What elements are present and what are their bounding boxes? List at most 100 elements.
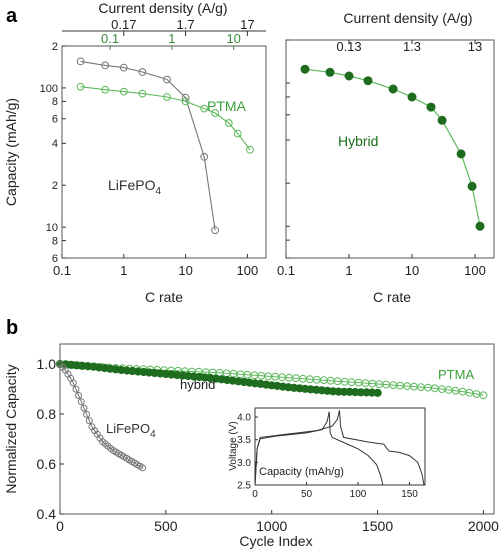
a-left-x-tick-label: 0.1	[53, 263, 71, 278]
a-left-point-lifepo4	[119, 63, 128, 72]
a-left-x-tick-label: 100	[237, 263, 259, 278]
b-inset-y-ticks: 2.5 3.0 3.5 4.0	[237, 413, 258, 492]
b-inset-curve-2	[254, 410, 425, 486]
a-right-top-tick-label: 13	[468, 39, 482, 54]
a-left-annotation-lifepo4: LiFePO4	[108, 177, 161, 197]
b-point-lifepo4	[75, 392, 83, 399]
a-left-series-line-lifepo4	[80, 60, 216, 231]
b-point-lifepo4	[77, 398, 85, 406]
b-inset-y-tick-label: 2.5	[237, 481, 251, 492]
a-left-point-lifepo4	[200, 152, 209, 161]
b-x-tick-label: 500	[154, 518, 178, 534]
b-x-ticks: 0 500 1000 1500 2000	[56, 510, 499, 534]
panel-b: 0 500 1000 1500 2000 0.40.60.81.0 Cycle Inde…	[3, 343, 499, 549]
a-left-point-ptma	[200, 104, 209, 113]
b-inset-curve-1	[254, 411, 384, 486]
a-left-x-axis-label: C rate	[145, 289, 183, 305]
b-y-tick-label: 0.4	[37, 506, 57, 522]
b-series-line-lifepo4	[59, 363, 143, 469]
a-left-top-ticks-green: 0.1 1 10	[101, 31, 241, 50]
a-left-top-tick-label: 0.17	[111, 17, 136, 32]
b-inset-x-tick-label: 50	[301, 489, 313, 500]
a-right-x-tick-label: 1	[345, 263, 352, 278]
panel-a-right: Current density (A/g) 0.13 1.3 13 0.1 1 10 10…	[277, 10, 495, 305]
a-right-y-ticks	[286, 39, 290, 259]
b-inset-y-axis-label: Voltage (V)	[228, 421, 239, 470]
a-right-point-hybrid	[300, 64, 310, 74]
a-right-series	[300, 64, 485, 231]
b-x-axis-label: Cycle Index	[239, 533, 312, 549]
b-y-tick-label: 0.8	[37, 406, 57, 422]
a-left-y-tick-label: 4	[52, 138, 58, 150]
a-left-point-lifepo4	[138, 68, 147, 76]
b-inset-x-tick-label: 150	[401, 489, 418, 500]
a-left-top-green-tick-label: 10	[226, 31, 240, 46]
b-y-tick-label: 1.0	[37, 356, 57, 372]
a-right-top-tick-label: 0.13	[336, 39, 361, 54]
b-point-lifepo4	[83, 410, 91, 418]
a-left-point-ptma	[119, 87, 128, 96]
a-right-point-hybrid	[437, 115, 447, 125]
b-x-tick-label: 1000	[256, 518, 287, 534]
b-plot-frame	[59, 343, 495, 515]
a-left-y-axis-label: Capacity (mAh/g)	[3, 98, 19, 206]
a-left-top-tick-label: 1.7	[177, 17, 195, 32]
b-point-lifepo4	[139, 464, 147, 472]
a-right-point-hybrid	[363, 76, 373, 86]
panel-label-b: b	[6, 317, 18, 339]
b-y-axis-label: Normalized Capacity	[3, 364, 19, 493]
a-right-point-hybrid	[388, 84, 398, 94]
a-left-y-tick-label: 2	[52, 41, 58, 53]
a-left-point-ptma	[138, 89, 147, 98]
a-right-top-axis-label: Current density (A/g)	[343, 10, 472, 26]
b-point-lifepo4	[69, 379, 77, 387]
a-right-x-tick-label: 10	[405, 263, 419, 278]
a-left-y-tick-label: 6	[52, 114, 58, 126]
a-right-top-ticks: 0.13 1.3 13	[336, 39, 482, 54]
a-right-annotation-hybrid: Hybrid	[338, 133, 378, 149]
a-right-x-axis-label: C rate	[373, 289, 411, 305]
a-right-top-tick-label: 1.3	[403, 39, 421, 54]
a-left-point-lifepo4	[163, 75, 171, 84]
b-x-tick-label: 1500	[362, 518, 393, 534]
a-left-y-tick-label: 8	[52, 96, 58, 108]
b-annotation-ptma: PTMA	[438, 367, 474, 382]
a-right-point-hybrid	[344, 71, 354, 81]
a-left-y-tick-label: 6	[52, 253, 58, 265]
b-inset: 0 50 100 150 2.53.03.54.0 Capacity (mAh/g) …	[228, 407, 426, 500]
b-inset-series	[254, 410, 425, 486]
a-right-point-hybrid	[456, 149, 466, 159]
a-right-x-ticks: 0.1 1 10 100	[277, 254, 486, 278]
a-left-x-tick-label: 10	[178, 263, 192, 278]
a-left-top-tick-label: 17	[240, 17, 254, 32]
a-right-point-hybrid	[325, 67, 335, 77]
b-inset-x-tick-label: 0	[252, 489, 258, 500]
b-point-lifepo4	[72, 385, 80, 393]
a-left-top-green-tick-label: 0.1	[101, 31, 119, 46]
a-right-point-hybrid	[407, 92, 417, 102]
a-left-point-ptma	[233, 129, 242, 138]
b-x-tick-label: 2000	[468, 518, 499, 534]
b-inset-y-tick-label: 4.0	[237, 413, 251, 424]
a-left-x-ticks: 0.1 1 10 100	[53, 254, 258, 278]
b-x-tick-label: 0	[56, 518, 64, 534]
b-y-ticks: 0.4 0.6 0.8 1.0	[37, 356, 64, 522]
a-left-y-tick-label: 8	[52, 235, 58, 247]
a-left-x-tick-label: 1	[120, 263, 127, 278]
b-inset-y-tick-label: 3.5	[237, 435, 251, 446]
b-y-tick-label: 0.6	[37, 456, 57, 472]
a-left-plot-frame	[61, 45, 267, 259]
a-left-point-ptma	[181, 97, 190, 106]
b-point-hybrid	[373, 388, 382, 397]
a-left-point-lifepo4	[76, 57, 85, 66]
b-series	[55, 359, 488, 472]
panel-a-left: Current density (A/g) 0.17 1.7 17 0.1 1 10 0…	[3, 0, 267, 305]
panel-label-a: a	[6, 5, 18, 27]
b-inset-y-tick-label: 3.0	[237, 458, 251, 469]
a-left-y-tick-label: 10	[46, 222, 58, 234]
a-left-point-ptma	[76, 82, 85, 91]
a-left-point-lifepo4	[211, 226, 220, 235]
a-left-point-ptma	[101, 85, 110, 94]
b-inset-x-axis-label: Capacity (mAh/g)	[259, 466, 344, 478]
